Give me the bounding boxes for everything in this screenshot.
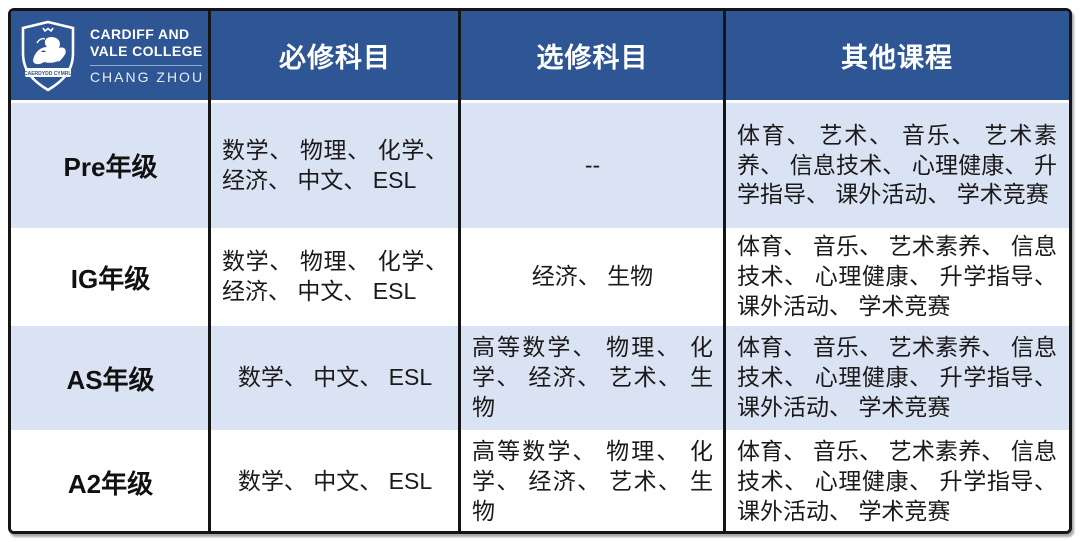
other-courses-ig: 体育、 音乐、 艺术素养、 信息技术、 心理健康、 升学指导、 课外活动、 学术… (737, 233, 1057, 319)
logo-banner-text: CAERDYDD CYMRU (24, 70, 72, 76)
curriculum-table: CAERDYDD CYMRU CARDIFF AND VALE COLLEGE … (8, 8, 1072, 534)
dragon-shield-icon: CAERDYDD CYMRU (21, 20, 75, 92)
grade-label-a2: A2年级 (67, 468, 154, 499)
other-courses-as: 体育、 音乐、 艺术素养、 信息技术、 心理健康、 升学指导、 课外活动、 学术… (737, 334, 1057, 420)
table-row-a2: A2年级 数学、 中文、 ESL 高等数学、 物理、 化学、 经济、 艺术、 生… (11, 433, 1069, 531)
required-subjects-pre: 数学、 物理、 化学、 经济、 中文、 ESL (222, 136, 448, 193)
elective-subjects-pre: -- (584, 151, 601, 178)
logo-line-2: VALE COLLEGE (89, 43, 203, 60)
column-header-required: 必修科目 (279, 43, 391, 73)
table-header-row: CAERDYDD CYMRU CARDIFF AND VALE COLLEGE … (11, 11, 1069, 100)
grade-label-pre: Pre年级 (63, 152, 158, 182)
table-row-as: AS年级 数学、 中文、 ESL 高等数学、 物理、 化学、 经济、 艺术、 生… (11, 326, 1069, 430)
required-subjects-as: 数学、 中文、 ESL (237, 364, 433, 391)
column-header-other: 其他课程 (841, 43, 953, 73)
required-subjects-a2: 数学、 中文、 ESL (237, 468, 433, 495)
column-divider-2 (458, 11, 461, 531)
elective-subjects-a2: 高等数学、 物理、 化学、 经济、 艺术、 生物 (472, 438, 713, 524)
other-courses-a2: 体育、 音乐、 艺术素养、 信息技术、 心理健康、 升学指导、 课外活动、 学术… (737, 438, 1057, 524)
required-subjects-ig: 数学、 物理、 化学、 经济、 中文、 ESL (222, 248, 448, 304)
column-divider-3 (723, 11, 726, 531)
elective-subjects-as: 高等数学、 物理、 化学、 经济、 艺术、 生物 (472, 334, 713, 420)
grade-label-ig: IG年级 (70, 263, 151, 294)
logo-text-block: CARDIFF AND VALE COLLEGE CHANG ZHOU (89, 25, 205, 85)
column-divider-1 (208, 11, 211, 531)
grade-label-as: AS年级 (66, 364, 155, 395)
table-row-ig: IG年级 数学、 物理、 化学、 经济、 中文、 ESL 经济、 生物 体育、 … (11, 231, 1069, 323)
logo-line-3: CHANG ZHOU (89, 68, 205, 85)
elective-subjects-ig: 经济、 生物 (531, 263, 654, 290)
logo-divider (89, 64, 202, 66)
other-courses-pre: 体育、 艺术、 音乐、 艺术素养、 信息技术、 心理健康、 升学指导、 课外活动… (737, 121, 1057, 208)
logo-line-1: CARDIFF AND (89, 25, 190, 42)
column-header-elective: 选修科目 (536, 43, 649, 73)
table-row-pre: Pre年级 数学、 物理、 化学、 经济、 中文、 ESL -- 体育、 艺术、… (11, 103, 1069, 228)
college-logo: CAERDYDD CYMRU CARDIFF AND VALE COLLEGE … (11, 11, 210, 100)
